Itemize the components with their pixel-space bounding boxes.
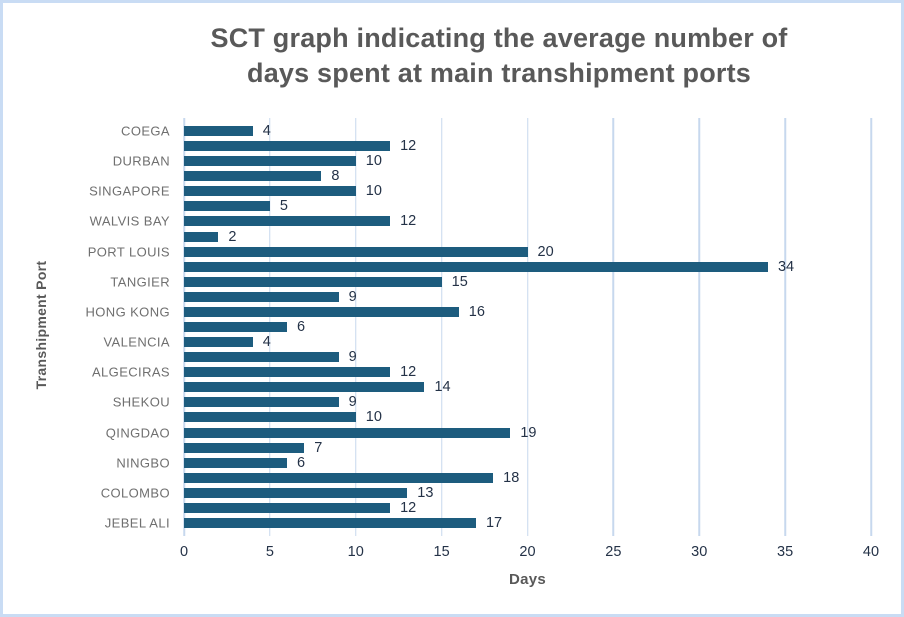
- bar: [184, 246, 528, 257]
- category-label: QINGDAO: [105, 425, 170, 441]
- category-label: PORT LOUIS: [87, 244, 170, 260]
- chart-title-line-2: days spent at main transhipment ports: [247, 58, 751, 88]
- bar: [184, 382, 425, 393]
- bar: [184, 502, 391, 513]
- chart-title-line-1: SCT graph indicating the average number …: [210, 23, 788, 53]
- category-label: SHEKOU: [112, 394, 170, 410]
- gridline: [440, 118, 443, 536]
- bar-value-label: 10: [365, 183, 382, 200]
- x-tick-label: 20: [519, 544, 536, 560]
- x-tick-label: 30: [691, 544, 708, 560]
- bar-value-label: 15: [451, 273, 468, 290]
- bar-value-label: 12: [400, 499, 417, 516]
- bar: [184, 472, 494, 483]
- bar-value-label: 9: [348, 349, 357, 366]
- x-axis-ticks: 0 5 10 15 20 25 30 35 40: [180, 544, 879, 564]
- gridline: [784, 118, 786, 536]
- bar: [184, 261, 768, 272]
- gridline: [870, 118, 872, 536]
- bar-value-label: 20: [537, 243, 554, 260]
- x-tick-label: 40: [862, 544, 880, 560]
- bar: [184, 337, 253, 348]
- bar: [184, 291, 339, 302]
- bar: [184, 231, 219, 242]
- x-tick-label: 25: [605, 544, 622, 560]
- bar: [184, 171, 322, 182]
- bar: [184, 457, 288, 468]
- bar: [184, 352, 339, 363]
- bar-value-label: 10: [365, 153, 382, 170]
- category-label: DURBAN: [112, 153, 170, 169]
- category-label: COEGA: [121, 123, 170, 139]
- bar: [184, 156, 356, 167]
- bar: [184, 518, 476, 528]
- x-tick-label: 15: [433, 544, 450, 560]
- bar-value-label: 12: [400, 138, 417, 155]
- gridline: [526, 118, 529, 536]
- bar: [184, 216, 391, 227]
- bar-value-label: 14: [434, 379, 451, 396]
- x-tick-label: 0: [179, 544, 189, 560]
- bar-value-label: 6: [297, 319, 306, 335]
- bar: [184, 487, 408, 498]
- bar-value-label: 12: [400, 364, 417, 381]
- bar-value-label: 9: [348, 288, 357, 305]
- category-label: WALVIS BAY: [89, 213, 170, 229]
- bar: [184, 412, 356, 423]
- category-axis: COEGA DURBAN SINGAPORE WALVIS BAY PORT LOUIS…: [3, 3, 170, 617]
- bar-value-label: 19: [520, 424, 537, 441]
- category-label: JEBEL ALI: [104, 515, 170, 531]
- bar-value-label: 4: [262, 334, 271, 351]
- bar-value-label: 34: [777, 258, 795, 275]
- chart-title: SCT graph indicating the average number …: [103, 21, 895, 91]
- bar: [184, 126, 253, 136]
- x-axis-title: Days: [508, 571, 547, 588]
- bar-value-label: 7: [314, 439, 323, 456]
- category-label: ALGECIRAS: [91, 364, 170, 380]
- bar-value-label: 17: [485, 515, 503, 531]
- bar-value-label: 10: [365, 409, 382, 426]
- bar-value-label: 5: [279, 198, 288, 215]
- bar: [184, 306, 459, 317]
- x-tick-label: 5: [265, 544, 274, 560]
- category-label: NINGBO: [116, 455, 170, 471]
- bar: [184, 322, 288, 332]
- gridline: [612, 118, 615, 536]
- plot-area: 4 12 10 8 10 5 12 2 20 34 15 9 16 6 4 9 12 14 9 10 19 7 6 18 13 1…: [183, 118, 872, 536]
- bar: [184, 201, 270, 212]
- gridline: [698, 118, 700, 536]
- category-label: SINGAPORE: [89, 183, 170, 199]
- bar: [184, 397, 339, 408]
- category-label: VALENCIA: [103, 334, 170, 350]
- bar: [184, 442, 305, 453]
- bar: [184, 276, 442, 287]
- bar-value-label: 9: [348, 394, 357, 411]
- bar-value-label: 6: [297, 454, 306, 471]
- bar-value-label: 4: [262, 123, 271, 139]
- category-label: TANGIER: [110, 274, 170, 290]
- bar-value-label: 18: [503, 469, 520, 486]
- bar-value-label: 12: [400, 213, 417, 230]
- category-label: HONG KONG: [85, 304, 170, 320]
- gridline: [355, 118, 357, 536]
- bar-value-label: 8: [331, 168, 340, 185]
- bar: [184, 186, 356, 197]
- bar-value-label: 13: [417, 484, 434, 501]
- bar: [184, 141, 391, 152]
- bar-value-label: 16: [468, 303, 485, 320]
- x-tick-label: 10: [347, 544, 364, 560]
- bar: [184, 367, 391, 378]
- bar-value-label: 2: [228, 228, 237, 245]
- x-tick-label: 35: [777, 544, 794, 560]
- bar: [184, 427, 511, 438]
- category-label: COLOMBO: [100, 485, 170, 501]
